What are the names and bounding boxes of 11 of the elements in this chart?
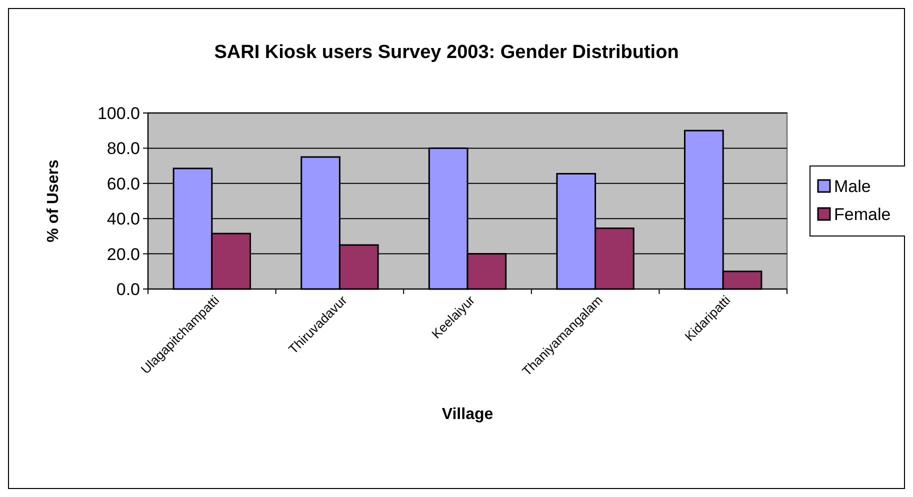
legend-label: Male [834,176,871,196]
x-axis-title: Village [442,406,494,423]
chart-title: SARI Kiosk users Survey 2003: Gender Distribution [214,42,679,63]
y-tick-label: 100.0 [97,104,140,123]
y-tick-label: 0.0 [116,280,140,299]
y-tick-label: 20.0 [106,244,140,264]
y-tick-label: 40.0 [106,210,140,229]
y-axis-title: % of Users [45,160,62,242]
legend-label: Female [834,204,891,224]
y-tick-label: 60.0 [106,174,140,194]
y-tick-label: 80.0 [106,139,140,158]
